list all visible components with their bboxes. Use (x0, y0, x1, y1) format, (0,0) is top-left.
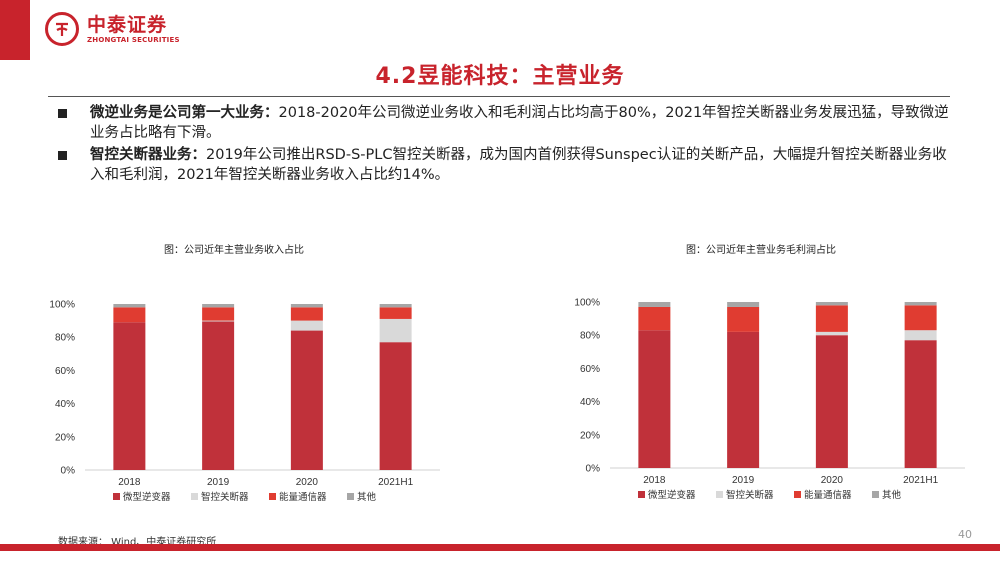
x-tick-label: 2021H1 (903, 475, 938, 486)
legend-label: 其他 (882, 489, 902, 501)
bar-segment (202, 307, 235, 321)
logo-icon (45, 12, 79, 46)
y-tick-label: 60% (580, 364, 600, 375)
x-tick-label: 2019 (732, 475, 755, 486)
bar-segment (638, 306, 671, 331)
y-tick-label: 0% (61, 466, 76, 477)
chart-title-profit: 图：公司近年主营业务毛利润占比 (686, 245, 836, 256)
legend-swatch (638, 491, 645, 498)
legend-label: 微型逆变器 (123, 491, 171, 503)
bar-segment (379, 307, 412, 319)
y-tick-label: 20% (55, 432, 75, 443)
y-tick-label: 0% (586, 464, 601, 475)
bar-segment (904, 305, 937, 331)
logo-chinese-name: 中泰证券 (87, 13, 168, 36)
y-tick-label: 100% (49, 300, 75, 311)
bar-segment (379, 342, 412, 470)
bar-segment (815, 305, 848, 332)
bar-segment (904, 340, 937, 468)
bullet-list: 微逆业务是公司第一大业务：2018-2020年公司微逆业务收入和毛利润占比均高于… (58, 103, 958, 187)
profit-share-chart: 0% 20% 40% 60% 80% 100% 2018 2019 2020 2021H1 微型逆变… (574, 298, 965, 501)
legend-swatch (794, 491, 801, 498)
x-tick-label: 2018 (643, 475, 666, 486)
x-tick-label: 2020 (296, 477, 319, 488)
legend-swatch (191, 493, 198, 500)
legend-label: 智控关断器 (201, 491, 249, 503)
data-source: 数据来源： Wind、中泰证券研究所 (58, 537, 217, 548)
x-tick-label: 2020 (821, 475, 844, 486)
bar-segment (290, 330, 323, 470)
legend-label: 其他 (357, 491, 377, 503)
bar-segment (290, 307, 323, 321)
header-corner-bar (0, 0, 30, 60)
bar-segment (290, 320, 323, 331)
legend-label: 能量通信器 (279, 491, 327, 503)
bar-segment (379, 318, 412, 343)
x-tick-label: 2018 (118, 477, 141, 488)
company-logo: 中泰证券 ZHONGTAI SECURITIES (45, 12, 180, 46)
bar-segment (290, 304, 323, 308)
bar-segment (379, 304, 412, 308)
bullet-heading: 微逆业务是公司第一大业务： (90, 105, 279, 121)
bullet-square-icon (58, 151, 67, 160)
legend-swatch (716, 491, 723, 498)
bar-segment (815, 302, 848, 306)
bullet-square-icon (58, 109, 67, 118)
legend-swatch (113, 493, 120, 500)
bullet-item: 智控关断器业务：2019年公司推出RSD-S-PLC智控关断器，成为国内首例获得… (58, 145, 958, 185)
bar-segment (727, 302, 760, 307)
bar-segment (113, 307, 146, 323)
bullet-heading: 智控关断器业务： (90, 147, 206, 163)
legend-swatch (347, 493, 354, 500)
page-number: 40 (958, 528, 972, 541)
bar-segment (202, 321, 235, 470)
legend-label: 智控关断器 (726, 489, 774, 501)
legend-label: 微型逆变器 (648, 489, 696, 501)
logo-english-name: ZHONGTAI SECURITIES (87, 35, 180, 44)
chart-title-revenue: 图：公司近年主营业务收入占比 (164, 245, 304, 256)
bar-segment (202, 320, 235, 322)
revenue-share-chart: 0% 20% 40% 60% 80% 100% 2018 2019 2020 2021H1 微型逆变… (49, 300, 440, 503)
x-tick-label: 2019 (207, 477, 230, 488)
bar-segment (815, 331, 848, 336)
footer-bar (0, 544, 1000, 551)
legend-swatch (269, 493, 276, 500)
y-tick-label: 40% (580, 397, 600, 408)
y-tick-label: 40% (55, 399, 75, 410)
bar-segment (815, 335, 848, 468)
bar-segment (727, 306, 760, 332)
bullet-text: 2018-2020年公司微逆业务收入和毛利润占比均高于80%，2021年智控关断… (90, 105, 949, 141)
bullet-text: 2019年公司推出RSD-S-PLC智控关断器，成为国内首例获得Sunspec认… (90, 147, 947, 183)
bar-segment (113, 322, 146, 470)
legend-label: 能量通信器 (804, 489, 852, 501)
y-tick-label: 100% (574, 298, 600, 309)
y-tick-label: 20% (580, 430, 600, 441)
bar-segment (638, 302, 671, 307)
bar-segment (638, 330, 671, 468)
legend-swatch (872, 491, 879, 498)
y-tick-label: 80% (55, 333, 75, 344)
y-tick-label: 80% (580, 331, 600, 342)
title-divider (48, 96, 950, 97)
bar-segment (727, 331, 760, 468)
bar-segment (202, 304, 235, 308)
page-title: 4.2昱能科技：主营业务 (375, 64, 625, 89)
bar-segment (113, 304, 146, 308)
bar-segment (904, 302, 937, 306)
bullet-item: 微逆业务是公司第一大业务：2018-2020年公司微逆业务收入和毛利润占比均高于… (58, 103, 958, 143)
x-tick-label: 2021H1 (378, 477, 413, 488)
bar-segment (904, 330, 937, 341)
y-tick-label: 60% (55, 366, 75, 377)
